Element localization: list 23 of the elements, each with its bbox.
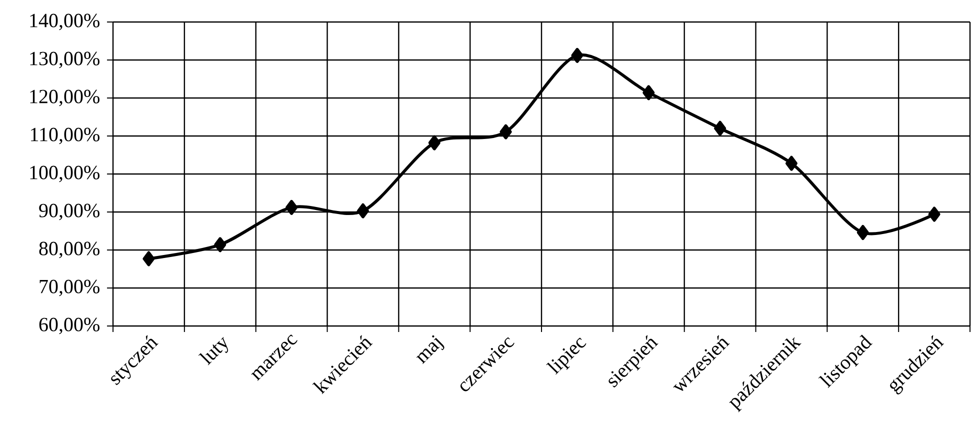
point: [928, 206, 940, 222]
y-tick-label: 60,00%: [39, 318, 100, 334]
x-tick-label: luty: [198, 337, 228, 366]
point: [856, 225, 869, 240]
y-tick-label: 130,00%: [30, 52, 100, 68]
point: [714, 120, 726, 136]
point: [500, 124, 512, 140]
y-tick-label: 110,00%: [30, 128, 100, 144]
point: [356, 203, 369, 218]
point: [142, 251, 155, 266]
y-tick-label: 70,00%: [40, 280, 100, 296]
x-tick-label: maj: [416, 335, 444, 364]
point: [428, 135, 440, 150]
y-tick-label: 140,00%: [30, 14, 100, 30]
point: [785, 156, 798, 171]
point: [214, 237, 226, 252]
y-tick-label: 120,00%: [30, 90, 100, 106]
point: [286, 200, 298, 215]
point: [571, 48, 584, 63]
y-tick-label: 100,00%: [30, 166, 100, 182]
y-tick-label: 90,00%: [39, 204, 100, 220]
y-tick-label: 80,00%: [39, 242, 100, 258]
point: [642, 85, 655, 100]
